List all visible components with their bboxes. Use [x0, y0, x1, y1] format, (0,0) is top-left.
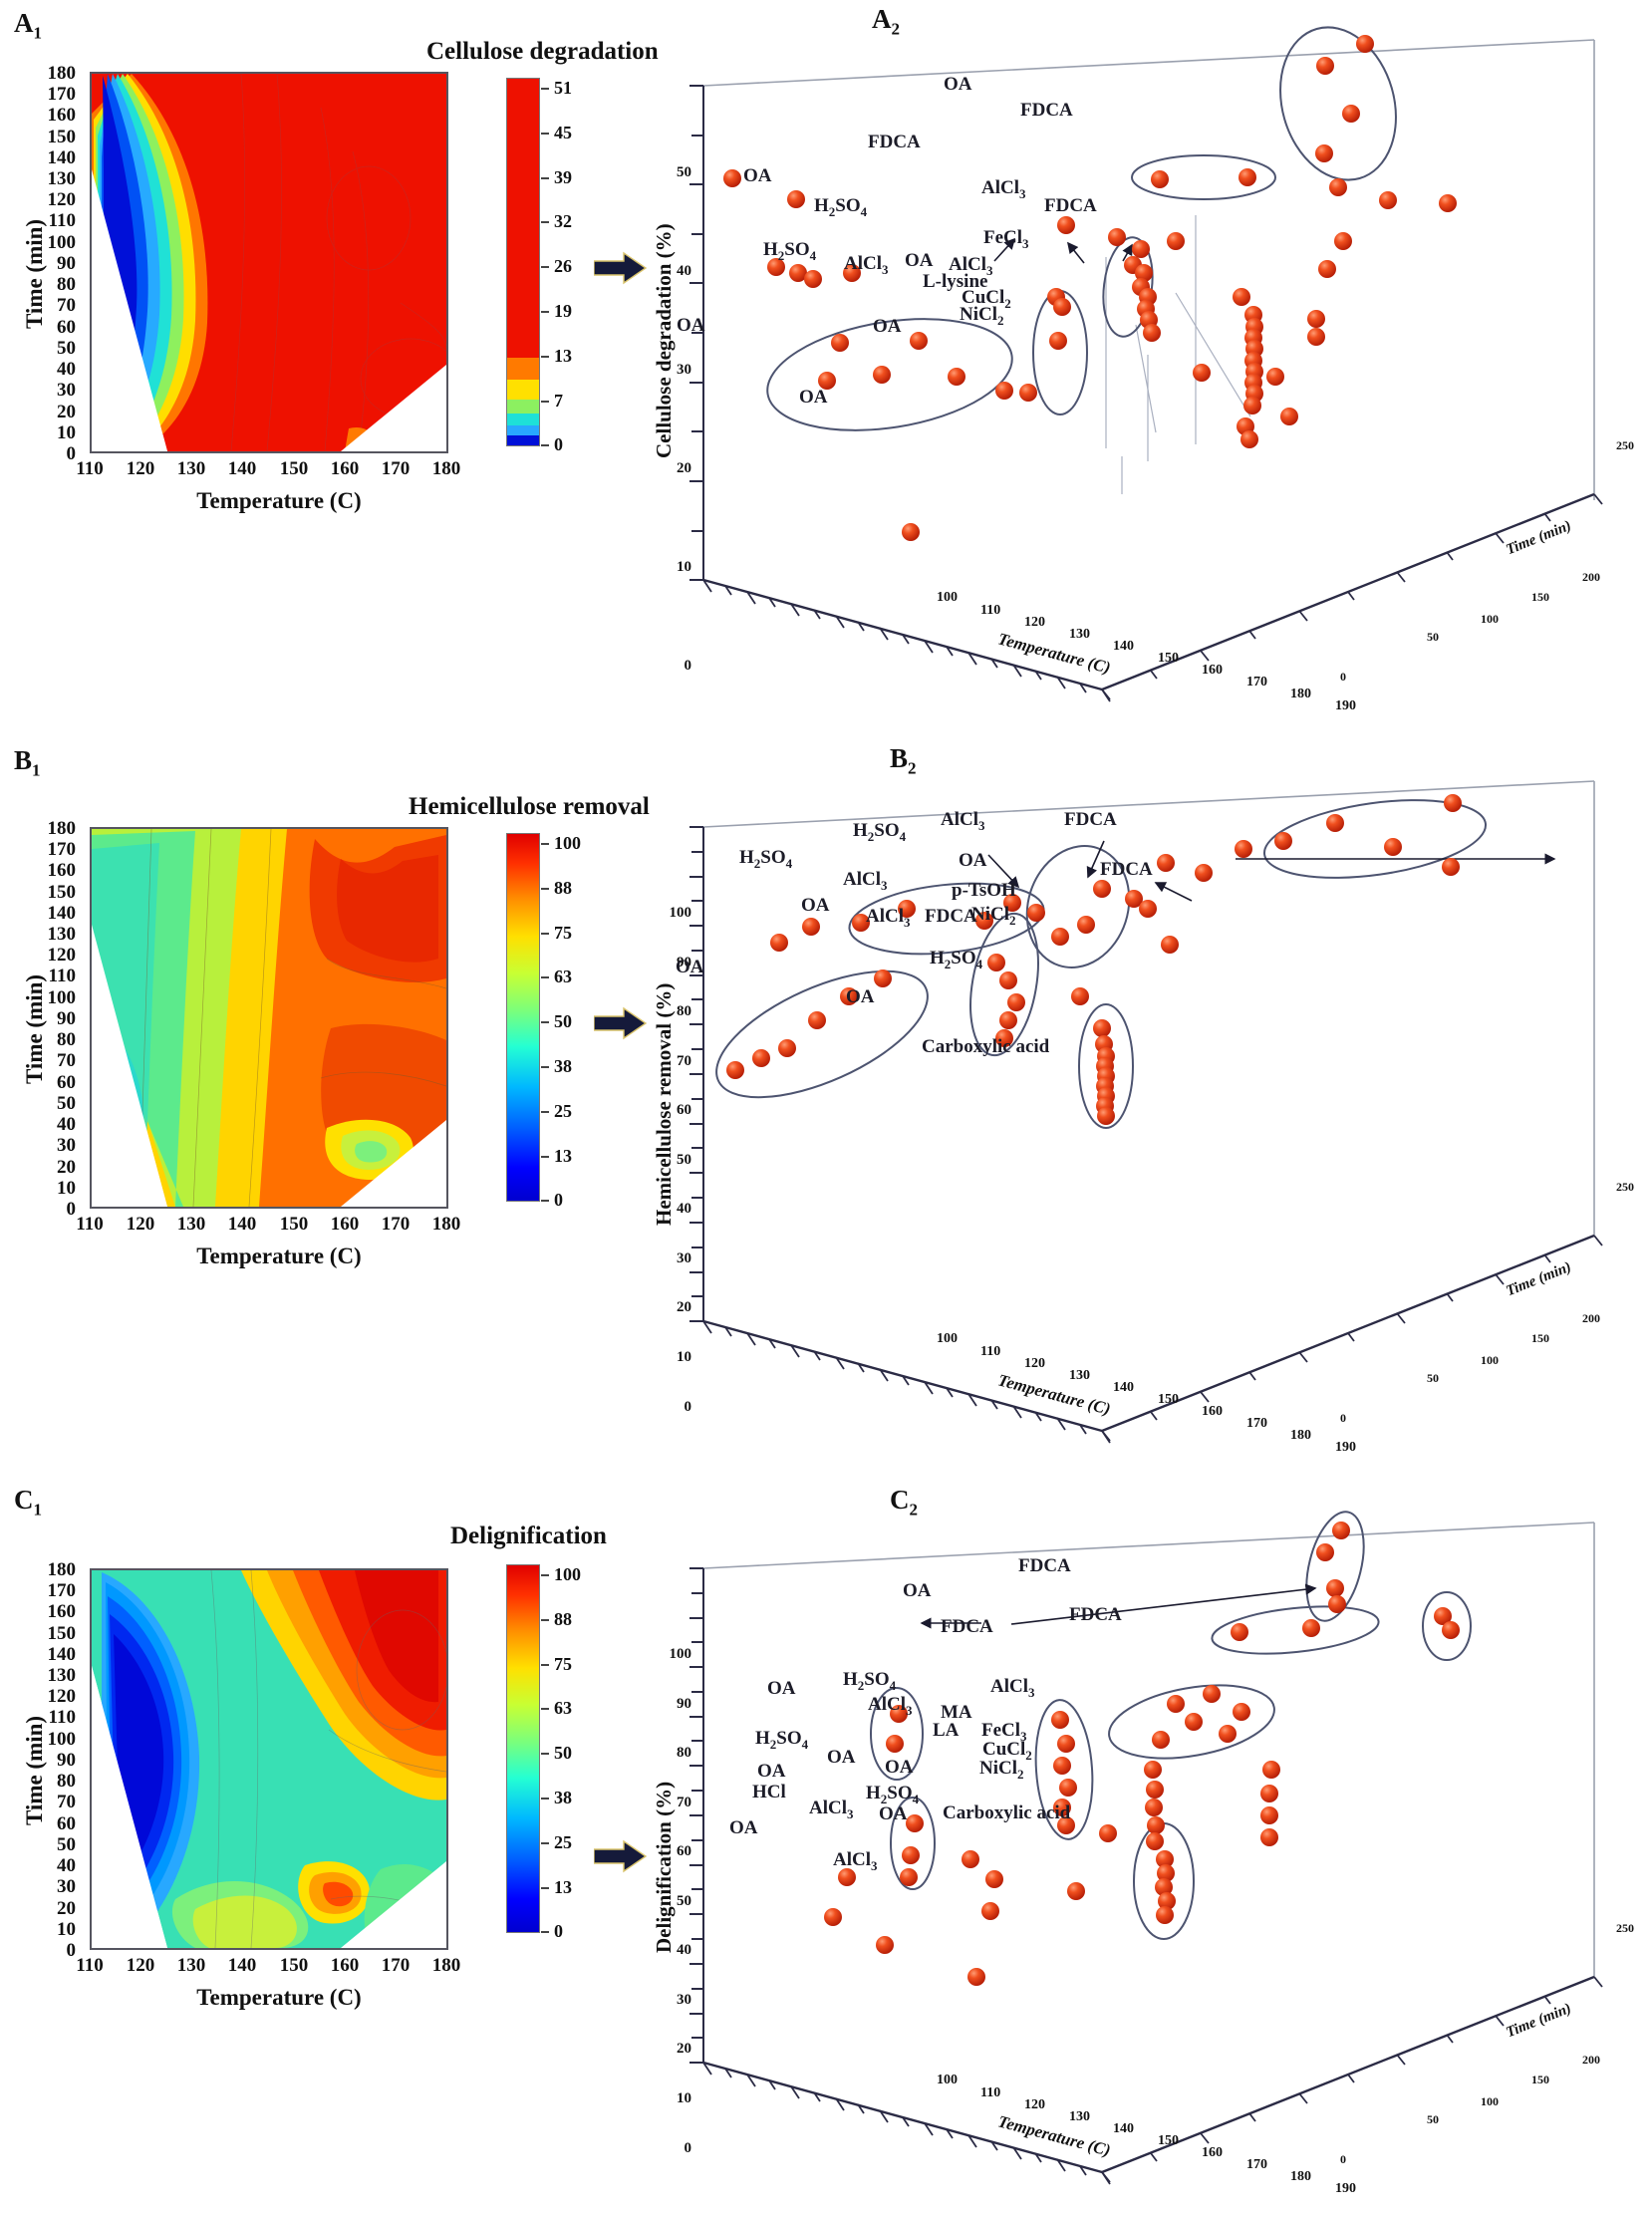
scatter3d-a2	[638, 26, 1652, 723]
contour-plot-a1-container: 180 170 160 150 140 130 120 110 100 90 8…	[22, 63, 461, 513]
arrow-a1-to-a2	[593, 251, 648, 290]
colorbar-c1-title: Delignification	[450, 1523, 607, 1549]
c2-z-axis-title: Delignification (%)	[652, 1781, 676, 1953]
a1-y-axis-title: Time (min)	[22, 218, 47, 329]
colorbar-a1-title: Cellulose degradation	[426, 38, 659, 65]
panel-label-b2: B2	[890, 743, 917, 778]
colorbar-c1	[506, 1564, 540, 1933]
a1-x-axis-title: Temperature (C)	[196, 488, 362, 513]
b1-y-axis-title: Time (min)	[22, 973, 47, 1084]
contour-plot-a1	[90, 72, 448, 453]
b2-z-axis-title: Hemicellulose removal (%)	[652, 982, 676, 1226]
panel-label-b1: B1	[14, 745, 41, 780]
arrow-c1-to-c2	[593, 1839, 648, 1878]
panel-label-a2: A2	[872, 4, 900, 39]
contour-plot-b1-container: 180 170 160 150 140 130 120 110 100 90 8…	[22, 818, 461, 1268]
contour-plot-c1	[90, 1568, 448, 1950]
scatter3d-b2	[638, 767, 1652, 1465]
colorbar-a1	[506, 78, 540, 446]
contour-plot-c1-container: 180 170 160 150 140 130 120 110 100 90 8…	[22, 1559, 461, 2010]
panel-label-c1: C1	[14, 1485, 42, 1520]
panel-label-a1: A1	[14, 8, 42, 43]
panel-label-c2: C2	[890, 1485, 918, 1520]
colorbar-b1	[506, 833, 540, 1202]
colorbar-b1-title: Hemicellulose removal	[409, 793, 650, 820]
a2-z-axis-title: Cellulose degradation (%)	[652, 223, 676, 458]
contour-plot-b1	[90, 827, 448, 1209]
c1-y-axis-title: Time (min)	[22, 1715, 47, 1825]
c1-x-axis-title: Temperature (C)	[196, 1985, 362, 2010]
arrow-b1-to-b2	[593, 1006, 648, 1045]
scatter3d-c2	[638, 1509, 1652, 2216]
b1-x-axis-title: Temperature (C)	[196, 1244, 362, 1268]
